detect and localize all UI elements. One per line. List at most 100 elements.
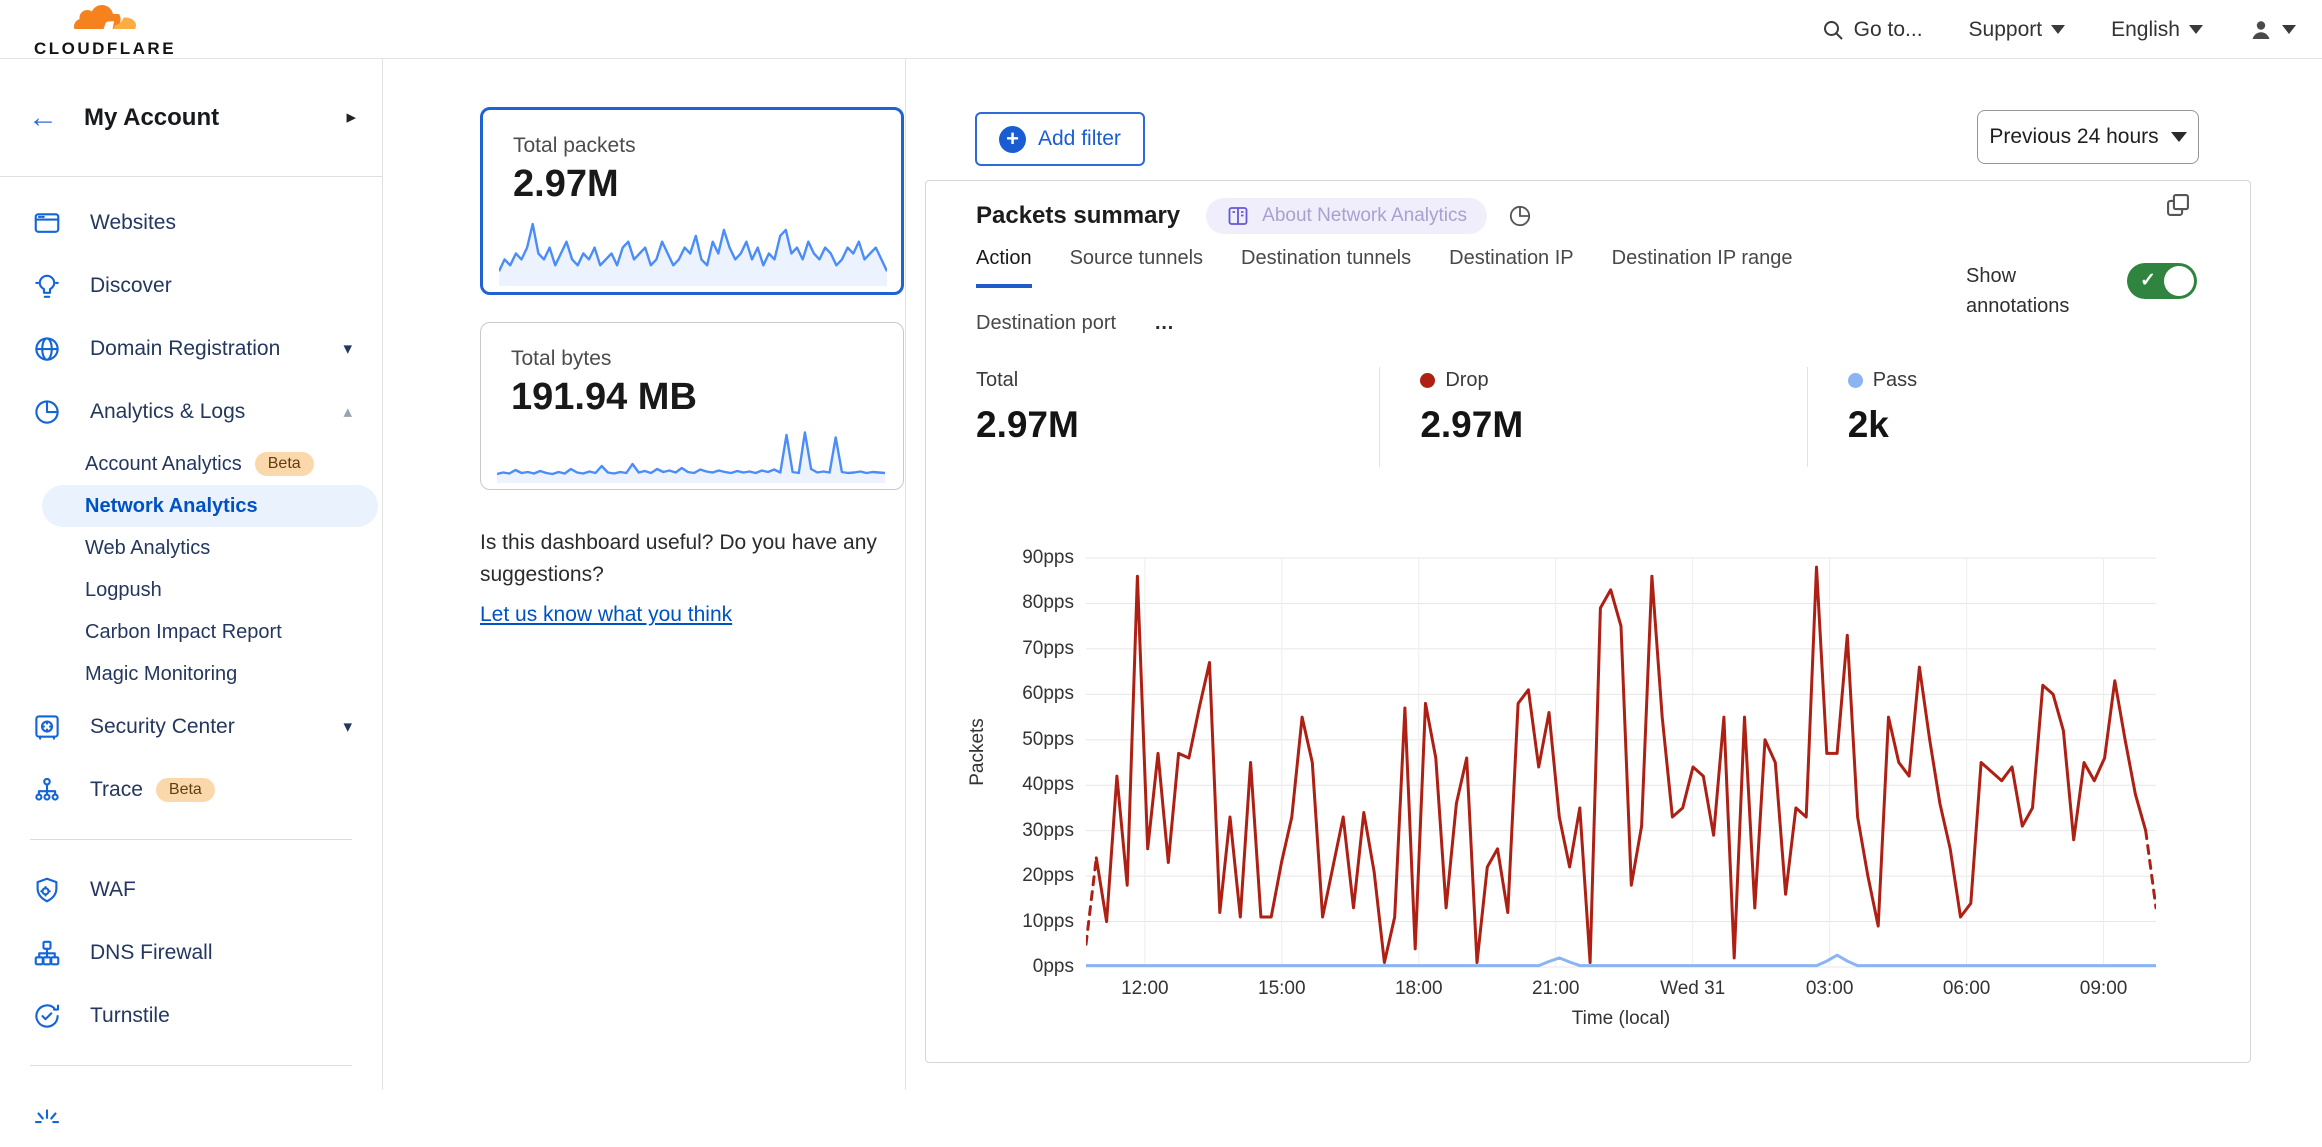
sidebar-subitem-label: Account Analytics (85, 452, 242, 475)
card-value: 2.97M (513, 163, 619, 205)
packets-summary-panel: Packets summary About Network Analytics … (925, 180, 2251, 1063)
language-menu[interactable]: English (2111, 18, 2203, 42)
x-tick-label: 06:00 (1942, 978, 1991, 999)
hierarchy-icon (34, 940, 60, 965)
goto-label: Go to... (1853, 17, 1923, 41)
language-label: English (2111, 17, 2180, 41)
sidebar-item-carbon-impact-report[interactable]: Carbon Impact Report (0, 611, 382, 653)
cloudflare-cloud-icon (74, 5, 136, 30)
card-label: Total bytes (511, 347, 612, 370)
goto-search[interactable]: Go to... (1821, 18, 1923, 42)
sidebar: ← My Account ▸ Websites Discover Domain Re… (0, 59, 383, 1123)
plus-icon: + (999, 125, 1026, 153)
stat-label: Drop (1420, 369, 1806, 392)
sidebar-item-discover[interactable]: Discover (0, 254, 382, 317)
chevron-down-icon (2051, 25, 2066, 34)
x-tick-label: 09:00 (2079, 978, 2128, 999)
sidebar-item-web-analytics[interactable]: Web Analytics (0, 527, 382, 569)
tab-source-tunnels[interactable]: Source tunnels (1069, 247, 1204, 269)
tab-destination-port[interactable]: Destination port (976, 312, 1117, 334)
sidebar-item-network-analytics[interactable]: Network Analytics (42, 485, 378, 527)
search-icon (1823, 20, 1843, 40)
x-axis-title: Time (local) (1571, 1008, 1671, 1029)
y-tick-label: 0pps (1032, 956, 1074, 977)
sidebar-item-dns-firewall[interactable]: DNS Firewall (0, 921, 382, 984)
stat-name: Total (976, 369, 1019, 391)
sidebar-item-account-analytics[interactable]: Account Analytics Beta (0, 443, 382, 485)
book-icon (1228, 207, 1248, 225)
account-menu[interactable] (2249, 18, 2296, 42)
chevron-down-icon (2170, 132, 2187, 142)
stat-value: 2.97M (976, 404, 1079, 445)
toggle-knob (2164, 266, 2194, 296)
support-menu[interactable]: Support (1969, 18, 2066, 42)
show-annotations-toggle[interactable]: ✓ (2127, 263, 2197, 299)
feedback-link[interactable]: Let us know what you think (480, 603, 733, 626)
account-title: My Account (84, 103, 220, 131)
time-range-dropdown[interactable]: Previous 24 hours (1977, 110, 2199, 164)
total-packets-card[interactable]: Total packets 2.97M (480, 107, 904, 295)
add-filter-label: Add filter (1038, 127, 1121, 150)
about-network-analytics-badge[interactable]: About Network Analytics (1206, 198, 1488, 234)
globe-icon (35, 336, 59, 361)
safe-icon (35, 714, 59, 740)
chevron-right-icon[interactable]: ▸ (346, 107, 356, 128)
sidebar-item-security-center[interactable]: Security Center ▾ (0, 695, 382, 758)
tab-destination-ip-range[interactable]: Destination IP range (1611, 247, 1793, 269)
stat-pass: Pass 2k (1806, 367, 2250, 467)
chevron-down-icon (2282, 25, 2296, 34)
sidebar-subitem-label: Carbon Impact Report (85, 620, 282, 643)
tab-destination-ip[interactable]: Destination IP (1449, 247, 1574, 269)
total-bytes-card[interactable]: Total bytes 191.94 MB (480, 322, 904, 490)
sidebar-item-waf[interactable]: WAF (0, 858, 382, 921)
expand-panel-icon[interactable] (2164, 191, 2192, 219)
y-tick-label: 10pps (1022, 910, 1074, 932)
sidebar-item-label: Websites (90, 210, 176, 234)
sidebar-item-label: Discover (90, 273, 172, 297)
sidebar-item-label: WAF (90, 877, 136, 901)
about-badge-label: About Network Analytics (1262, 205, 1468, 226)
tab-destination-tunnels[interactable]: Destination tunnels (1241, 247, 1412, 269)
sidebar-item-item[interactable] (0, 1084, 382, 1147)
tab-more[interactable]: … (1154, 312, 1177, 334)
y-tick-label: 20pps (1022, 865, 1074, 887)
back-arrow-icon[interactable]: ← (28, 100, 58, 134)
x-tick-label: 12:00 (1121, 978, 1169, 999)
support-label: Support (1968, 17, 2043, 41)
account-header: ← My Account ▸ (0, 59, 382, 177)
y-tick-label: 40pps (1022, 774, 1074, 796)
trace-icon (35, 777, 59, 801)
chevron-down-icon: ▾ (343, 716, 352, 736)
stat-name: Pass (1872, 369, 1918, 391)
chevron-down-icon: ▾ (343, 338, 352, 358)
card-label: Total packets (513, 134, 636, 157)
sidebar-item-websites[interactable]: Websites (0, 191, 382, 254)
sidebar-item-logpush[interactable]: Logpush (0, 569, 382, 611)
sidebar-item-trace[interactable]: Trace Beta (0, 758, 382, 821)
y-tick-label: 80pps (1022, 592, 1074, 614)
shield-icon (36, 877, 58, 902)
add-filter-button[interactable]: + Add filter (975, 112, 1145, 166)
time-range-label: Previous 24 hours (1989, 125, 2159, 148)
beta-badge: Beta (254, 452, 314, 476)
sidebar-divider (30, 1065, 352, 1066)
stat-value: 2.97M (1420, 404, 1524, 445)
packets-chart[interactable] (1086, 554, 2156, 971)
stat-drop: Drop 2.97M (1379, 367, 1806, 467)
tab-action[interactable]: Action (976, 247, 1032, 288)
y-tick-label: 30pps (1022, 819, 1074, 841)
x-tick-label: 18:00 (1394, 978, 1443, 999)
sidebar-item-label: Domain Registration (90, 336, 281, 360)
user-icon (2252, 20, 2270, 39)
sidebar-item-domain-registration[interactable]: Domain Registration ▾ (0, 317, 382, 380)
pie-chart-icon[interactable] (1507, 203, 1533, 229)
feedback-question: Is this dashboard useful? Do you have an… (480, 531, 877, 586)
sidebar-item-magic-monitoring[interactable]: Magic Monitoring (0, 653, 382, 695)
sidebar-item-analytics-logs[interactable]: Analytics & Logs ▴ (0, 380, 382, 443)
stat-name: Drop (1445, 369, 1489, 391)
sidebar-item-label: DNS Firewall (90, 940, 213, 964)
legend-dot-drop (1420, 373, 1436, 388)
cloudflare-logo[interactable]: CLOUDFLARE (20, 2, 190, 59)
sidebar-item-turnstile[interactable]: Turnstile (0, 984, 382, 1047)
sidebar-subitem-label: Logpush (85, 578, 162, 601)
